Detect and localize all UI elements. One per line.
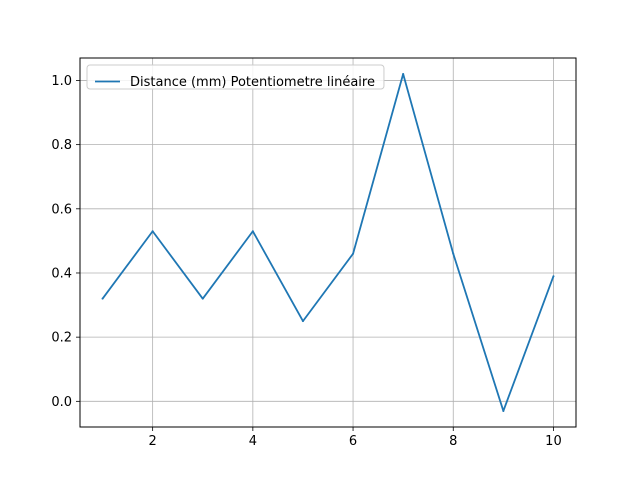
series-layer	[101, 73, 555, 412]
data-point	[151, 230, 154, 233]
x-tick-label: 10	[545, 434, 562, 449]
data-point	[402, 73, 405, 76]
ticks: 2 4 6 8 10 0.0 0.2 0.4 0.6 0.8 1.0	[51, 74, 561, 449]
y-tick-label: 1.0	[51, 74, 72, 89]
data-point	[502, 409, 505, 412]
y-tick-label: 0.2	[51, 331, 72, 346]
grid	[80, 58, 576, 427]
x-tick-label: 8	[449, 434, 457, 449]
x-tick-label: 4	[249, 434, 257, 449]
y-tick-label: 0.6	[51, 202, 72, 217]
legend-box	[86, 64, 385, 90]
y-tick-label: 0.4	[51, 266, 72, 281]
legend-label: Distance (mm) Potentiometre linéaire	[130, 75, 375, 90]
y-tick-label: 0.0	[51, 395, 72, 410]
data-point	[251, 230, 254, 233]
legend: Distance (mm) Potentiometre linéaire	[86, 64, 385, 90]
data-point	[201, 297, 204, 300]
data-point	[452, 252, 455, 255]
data-point	[101, 297, 104, 300]
x-tick-label: 2	[149, 434, 157, 449]
y-tick-label: 0.8	[51, 138, 72, 153]
plot-frame	[79, 57, 577, 428]
data-point	[352, 252, 355, 255]
series-line	[101, 73, 555, 412]
x-tick-label: 6	[349, 434, 357, 449]
data-point	[301, 320, 304, 323]
data-point	[552, 275, 555, 278]
